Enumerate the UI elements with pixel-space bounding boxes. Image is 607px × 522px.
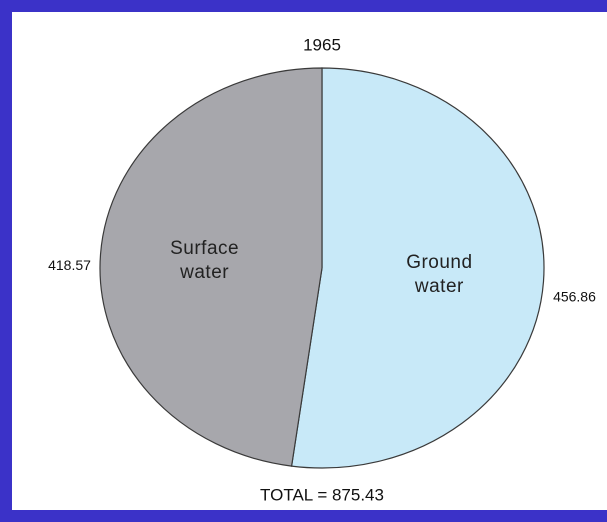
pie-slice xyxy=(99,67,323,467)
value-label: 418.57 xyxy=(48,257,91,273)
value-label: 456.86 xyxy=(553,288,596,304)
total-annotation: TOTAL = 875.43 xyxy=(260,485,384,504)
chart-title: 1965 xyxy=(303,35,341,54)
slice-label: Surface water xyxy=(170,237,240,283)
slice-label: Ground water xyxy=(406,252,473,298)
pie-slice xyxy=(290,67,545,469)
